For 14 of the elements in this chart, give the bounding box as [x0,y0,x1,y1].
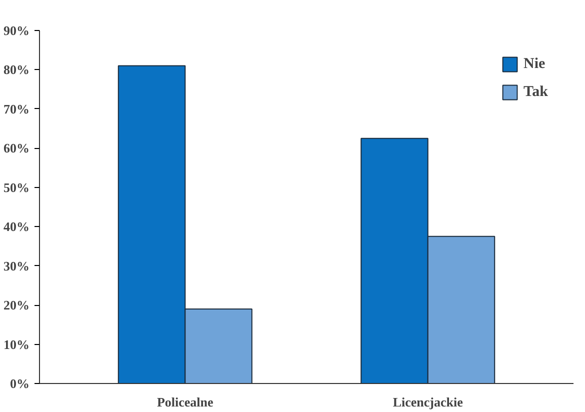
y-tick-label: 50% [4,180,30,195]
y-tick-label: 70% [4,101,30,116]
y-tick-label: 30% [4,258,30,274]
y-tick-label: 0% [10,376,30,391]
y-tick-label: 80% [4,62,30,78]
y-tick-label: 20% [4,298,30,313]
y-tick-label: 60% [4,140,30,156]
legend-label: Tak [524,84,548,100]
y-tick-label: 10% [4,336,30,352]
x-tick-label: Licencjackie [392,394,464,410]
y-tick-label: 40% [4,219,30,234]
y-tick-label: 90% [4,23,30,38]
legend-label: Nie [524,56,546,72]
x-tick-label: Policealne [156,394,214,410]
